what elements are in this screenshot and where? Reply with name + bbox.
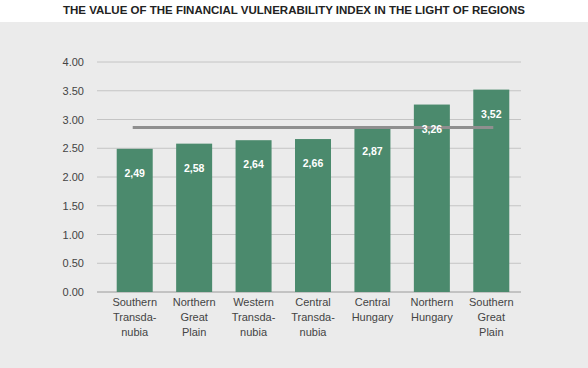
x-tick-label: Central Hungary — [352, 296, 394, 323]
x-tick-label-line: Northern — [173, 296, 216, 308]
bar — [176, 144, 212, 292]
panel — [0, 22, 588, 368]
x-tick-label-line: Hungary — [411, 311, 453, 323]
x-tick-label-line: Southern — [469, 296, 514, 308]
data-label: 3,52 — [481, 108, 502, 120]
y-tick-label: 4.00 — [63, 56, 84, 68]
y-tick-label: 0.00 — [63, 286, 84, 298]
bar — [414, 105, 450, 292]
x-tick-label-line: Plain — [479, 326, 503, 338]
x-tick-label: Western Transda-nubia — [232, 296, 276, 338]
x-tick-label-line: Central — [355, 296, 390, 308]
x-tick-label-line: Plain — [182, 326, 206, 338]
grid-line — [97, 119, 521, 120]
y-tick-label: 2.50 — [63, 142, 84, 154]
x-tick-label-line: Great — [478, 311, 506, 323]
bar — [473, 90, 509, 292]
x-tick-label: Southern Great Plain — [469, 296, 514, 338]
y-tick-label: 1.00 — [63, 229, 84, 241]
y-tick-label: 3.50 — [63, 85, 84, 97]
data-label: 3,26 — [422, 123, 443, 135]
x-tick-label-line: Transda- — [291, 311, 335, 323]
x-tick-label: Northern Great Plain — [173, 296, 216, 338]
y-tick-label: 1.50 — [63, 200, 84, 212]
data-label: 2,87 — [362, 145, 383, 157]
x-tick-label: Central Transda-nubia — [291, 296, 335, 338]
grid-line — [97, 90, 521, 91]
x-tick-label-line: nubia — [240, 326, 268, 338]
x-tick-label-line: nubia — [121, 326, 149, 338]
x-tick-label-line: Central — [295, 296, 330, 308]
data-label: 2,58 — [184, 162, 205, 174]
bar — [117, 149, 153, 292]
x-tick-label-line: Hungary — [352, 311, 394, 323]
bar — [236, 140, 272, 292]
bars — [117, 90, 510, 292]
bar — [295, 139, 331, 292]
y-tick-label: 2.00 — [63, 171, 84, 183]
x-tick-label-line: Great — [180, 311, 208, 323]
y-tick-label: 0.50 — [63, 257, 84, 269]
x-tick-label-line: nubia — [300, 326, 328, 338]
bar — [354, 127, 390, 292]
x-tick-label: Southern Transda-nubia — [112, 296, 157, 338]
grid-line — [97, 62, 521, 63]
x-tick-label-line: Western — [233, 296, 274, 308]
x-tick-label-line: Northern — [410, 296, 453, 308]
x-tick-label: Northern Hungary — [410, 296, 453, 323]
title: THE VALUE OF THE FINANCIAL VULNERABILITY… — [63, 4, 525, 16]
data-label: 2,66 — [303, 157, 324, 169]
x-tick-label-line: Transda- — [113, 311, 157, 323]
x-tick-label-line: Southern — [112, 296, 157, 308]
x-tick-label-line: Transda- — [232, 311, 276, 323]
chart: THE VALUE OF THE FINANCIAL VULNERABILITY… — [0, 0, 588, 368]
data-label: 2,64 — [243, 158, 264, 170]
data-label: 2,49 — [124, 167, 145, 179]
y-tick-label: 3.00 — [63, 114, 84, 126]
